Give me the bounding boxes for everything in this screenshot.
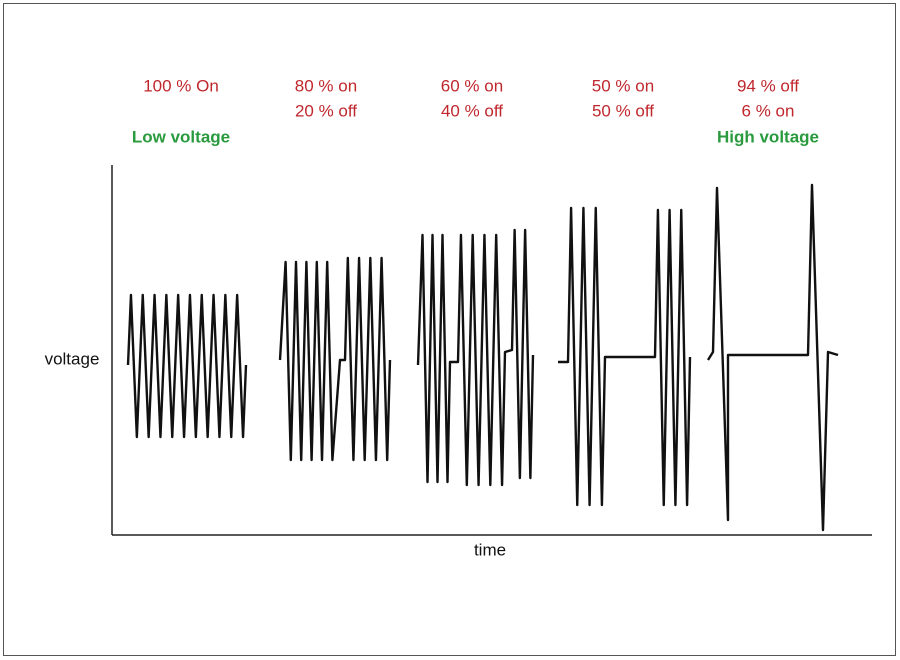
duty-label: 94 % off: [737, 76, 799, 95]
y-axis-label: voltage: [45, 349, 100, 368]
duty-label: 20 % off: [295, 101, 357, 120]
voltage-note: Low voltage: [132, 127, 230, 146]
waveform: [278, 256, 392, 462]
waveform: [126, 293, 248, 439]
duty-label: 50 % off: [592, 101, 654, 120]
voltage-note: High voltage: [717, 127, 819, 146]
duty-label: 60 % on: [441, 76, 503, 95]
duty-label: 40 % off: [441, 101, 503, 120]
duty-label: 100 % On: [143, 76, 219, 95]
duty-label: 6 % on: [742, 101, 795, 120]
frame: [3, 3, 896, 656]
duty-label: 80 % on: [295, 76, 357, 95]
waveform: [706, 183, 839, 532]
duty-label: 50 % on: [592, 76, 654, 95]
waveform: [558, 206, 692, 507]
x-axis-label: time: [474, 540, 506, 559]
waveform: [416, 228, 535, 487]
